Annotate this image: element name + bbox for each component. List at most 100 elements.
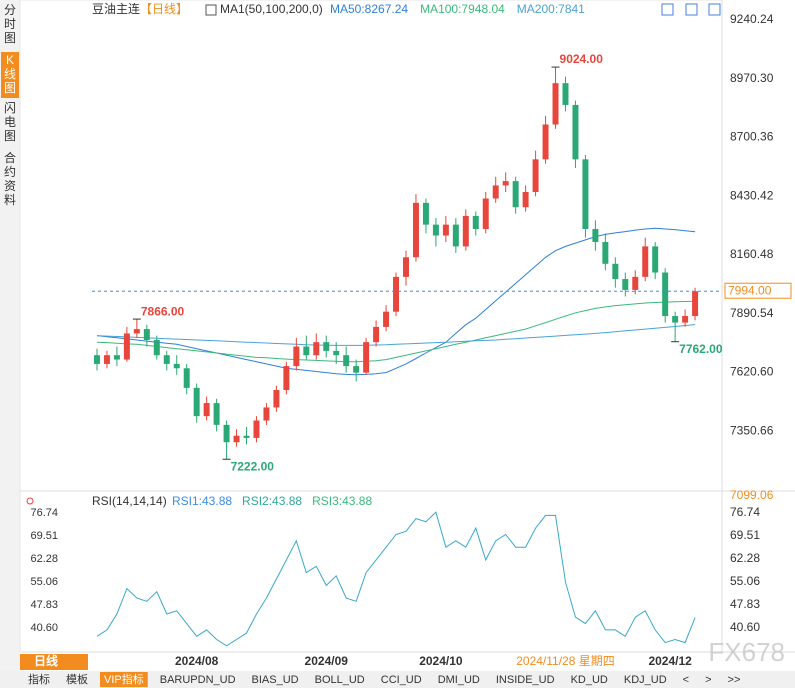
y-tick-label: 62.28: [730, 551, 760, 565]
y-tick-label: 7099.06: [730, 488, 774, 502]
y-tick-label-left: 55.06: [30, 576, 58, 588]
candle-body: [522, 191, 529, 208]
bottom-tab[interactable]: BIAS_UD: [252, 674, 299, 686]
y-tick-label: 69.51: [730, 528, 760, 542]
candle-body: [173, 363, 180, 369]
candle-body: [363, 342, 370, 373]
legend-item: RSI2:43.88: [242, 494, 302, 508]
bottom-tab[interactable]: 模板: [66, 672, 88, 686]
candle-body: [492, 185, 499, 199]
candle-body: [582, 159, 589, 229]
bottom-tab[interactable]: BARUPDN_UD: [160, 674, 236, 686]
icon[interactable]: [205, 4, 217, 16]
sidebar-tab[interactable]: K 线图: [4, 53, 16, 95]
icon[interactable]: [661, 3, 674, 16]
period: 【日线】: [140, 2, 188, 16]
tab-bg: [1, 52, 19, 98]
y-tick-label: 9240.24: [730, 12, 774, 26]
x-tick-label: 2024/08: [175, 654, 219, 668]
candle-body: [562, 83, 569, 105]
candle-body: [333, 350, 340, 356]
sidebar-tab[interactable]: 合约资料: [4, 150, 16, 207]
candle-body: [393, 276, 400, 312]
candle-body: [353, 366, 360, 373]
annotation: 7762.00: [679, 342, 723, 356]
candle-body: [163, 355, 170, 364]
y-tick-label-left: 62.28: [30, 553, 58, 565]
y-tick-label: 76.74: [730, 505, 760, 519]
sidebar-tab[interactable]: 分时图: [4, 3, 16, 45]
candle-body: [153, 339, 160, 356]
y-tick-label-left: 40.60: [30, 622, 58, 634]
candle-body: [283, 366, 290, 391]
x-tick-label: 2024/10: [419, 654, 463, 668]
bottom-tab[interactable]: VIP指标: [104, 672, 144, 686]
legend-item: RSI3:43.88: [312, 494, 372, 508]
y-tick-label-left: 76.74: [30, 507, 58, 519]
candle-body: [313, 342, 320, 356]
bottom-tab[interactable]: INSIDE_UD: [496, 674, 555, 686]
candle-body: [572, 104, 579, 160]
candle-body: [233, 435, 240, 443]
candle-body: [383, 311, 390, 327]
annotation: 7866.00: [141, 304, 185, 318]
indicator: MA1(50,100,200,0): [220, 2, 323, 16]
candle-body: [373, 326, 380, 343]
candle-body: [253, 420, 260, 438]
x-tick-label: 2024/12: [648, 654, 692, 668]
bottom-tab[interactable]: BOLL_UD: [315, 674, 365, 686]
candle-body: [263, 407, 270, 421]
tab-bg: [100, 672, 148, 687]
bottom-tab[interactable]: >: [705, 674, 711, 686]
icon[interactable]: [685, 3, 698, 16]
candle-body: [452, 224, 459, 247]
candle-body: [133, 329, 140, 334]
y-tick-label: 40.60: [730, 620, 760, 634]
candle-body: [93, 355, 100, 364]
candle-body: [243, 435, 250, 438]
period-tab-bg: [20, 654, 88, 670]
legend-item: MA200:7841: [517, 2, 585, 16]
bottom-bar: [0, 671, 795, 688]
bottom-tab[interactable]: 指标: [28, 672, 50, 686]
candle-body: [343, 355, 350, 367]
candle-body: [512, 181, 519, 208]
candle-body: [193, 387, 200, 417]
bottom-tab[interactable]: DMI_UD: [438, 674, 480, 686]
annotation: 7222.00: [231, 459, 275, 473]
ma-line: [96, 300, 696, 363]
candle-body: [552, 83, 559, 125]
x-tick-label: 2024/09: [305, 654, 349, 668]
candle-body: [203, 403, 210, 417]
sidebar-tab[interactable]: 闪电图: [4, 101, 16, 143]
bottom-tab[interactable]: KD_UD: [571, 674, 608, 686]
candle-body: [403, 257, 409, 277]
price-box: [724, 282, 792, 299]
candle-body: [412, 202, 419, 258]
candle-body: [442, 224, 449, 236]
y-tick-label: 7620.60: [730, 365, 774, 379]
candle-body: [303, 346, 310, 356]
candle-body: [602, 242, 609, 264]
bottom-tab[interactable]: CCI_UD: [381, 674, 422, 686]
bottom-tab[interactable]: <: [683, 674, 689, 686]
candle-body: [432, 224, 439, 236]
candle-body: [143, 329, 150, 340]
candle-body: [223, 424, 230, 443]
y-tick-label: 7890.54: [730, 306, 774, 320]
candle-body: [183, 368, 190, 388]
candle-body: [472, 215, 479, 229]
bottom-tab[interactable]: KDJ_UD: [624, 674, 667, 686]
bottom-tab[interactable]: >>: [728, 674, 741, 686]
y-tick-label: 47.83: [730, 597, 760, 611]
candle-body: [123, 333, 130, 360]
candle-body: [692, 291, 699, 317]
plot-frame: [19, 0, 723, 653]
period-tab[interactable]: 日线: [34, 653, 58, 668]
sidebar: [0, 0, 20, 688]
icon[interactable]: [708, 3, 721, 16]
candle-body: [113, 355, 120, 360]
ma-line: [96, 324, 696, 346]
settings-icon[interactable]: [26, 497, 34, 505]
